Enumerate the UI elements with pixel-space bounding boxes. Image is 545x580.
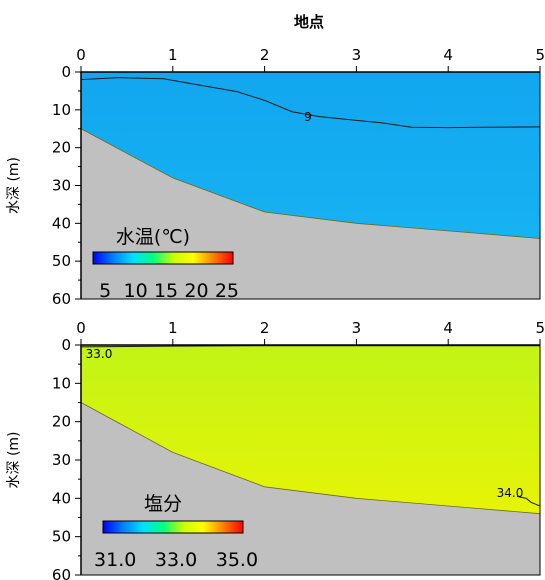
y-tick-label: 0 — [61, 63, 71, 81]
x-tick-label: 3 — [352, 46, 362, 64]
contour-label: 9 — [304, 110, 312, 124]
contour-label: 33.0 — [86, 347, 113, 361]
x-tick-label: 4 — [443, 319, 453, 337]
x-tick-label: 5 — [535, 46, 545, 64]
contour-line — [81, 345, 540, 348]
x-tick-label: 2 — [260, 46, 270, 64]
colorbar-tick-label: 15 — [154, 280, 178, 302]
x-tick-label: 4 — [443, 46, 453, 64]
y-tick-label: 20 — [52, 413, 71, 431]
x-axis-title: 地点 — [294, 13, 324, 31]
seafloor-line — [80, 402, 541, 515]
colorbar-tick-label: 20 — [184, 280, 208, 302]
colorbar-title: 塩分 — [144, 493, 182, 515]
contour-line — [516, 495, 540, 507]
y-tick-label: 10 — [52, 374, 71, 392]
colorbar-tick-label: 35.0 — [216, 549, 258, 571]
contour-label: 34.0 — [497, 486, 524, 500]
y-tick-label: 0 — [61, 336, 71, 354]
y-tick-label: 50 — [52, 528, 71, 546]
y-tick-label: 20 — [52, 139, 71, 157]
x-tick-label: 1 — [168, 46, 178, 64]
x-tick-label: 1 — [168, 319, 178, 337]
y-axis-label: 水深 (m) — [6, 157, 22, 214]
x-tick-label: 0 — [76, 319, 86, 337]
y-axis-label: 水深 (m) — [6, 431, 22, 488]
colorbar-title: 水温(℃) — [116, 226, 190, 248]
y-tick-label: 60 — [52, 290, 71, 308]
colorbar-tick-label: 25 — [215, 280, 239, 302]
x-tick-label: 3 — [352, 319, 362, 337]
colorbar-tick-label: 10 — [124, 280, 148, 302]
colorbar — [92, 251, 234, 265]
y-tick-label: 40 — [52, 214, 71, 232]
x-tick-label: 2 — [260, 319, 270, 337]
y-tick-label: 30 — [52, 177, 71, 195]
y-tick-label: 50 — [52, 252, 71, 270]
y-tick-label: 30 — [52, 451, 71, 469]
colorbar-tick-label: 33.0 — [155, 549, 197, 571]
y-tick-label: 10 — [52, 101, 71, 119]
y-tick-label: 60 — [52, 566, 71, 580]
contour-line — [81, 77, 540, 129]
colorbar-tick-label: 31.0 — [94, 549, 136, 571]
x-tick-label: 5 — [535, 319, 545, 337]
x-tick-label: 0 — [76, 46, 86, 64]
y-tick-label: 40 — [52, 489, 71, 507]
colorbar — [102, 520, 244, 534]
seafloor-line — [80, 128, 541, 239]
colorbar-tick-label: 5 — [99, 280, 111, 302]
